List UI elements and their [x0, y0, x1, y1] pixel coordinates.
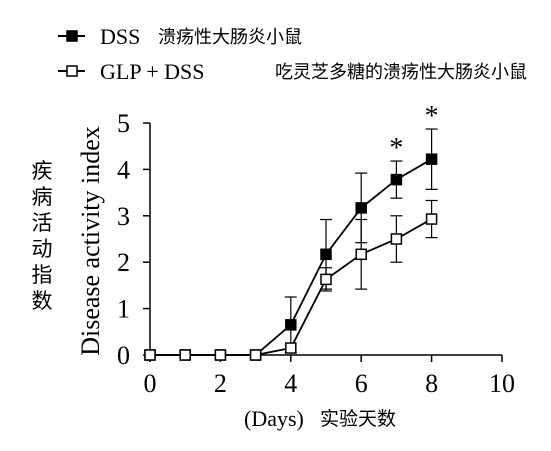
x-tick-label: 4: [284, 369, 297, 398]
y-tick-label: 5: [117, 109, 130, 138]
data-point: [285, 342, 297, 354]
y-tick-label: 0: [117, 341, 130, 370]
data-point: [144, 349, 156, 361]
series-glp-dss: [144, 199, 438, 361]
data-point: [320, 248, 332, 261]
legend-label-dss-cjk: 溃疡性大肠炎小鼠: [158, 27, 302, 48]
legend-label-glp-dss-cjk: 吃灵芝多糖的溃疡性大肠炎小鼠: [275, 62, 527, 83]
data-point: [355, 202, 367, 214]
legend-item-dss: DSS 溃疡性大肠炎小鼠: [58, 24, 302, 49]
data-point: [425, 213, 438, 225]
y-ticks: 0 1 2 3 4 5: [117, 109, 150, 370]
annotation-layer: **: [389, 101, 438, 164]
x-tick-label: 8: [425, 369, 438, 398]
data-point: [390, 233, 403, 245]
y-axis-label-cjk-char: 活: [32, 211, 53, 235]
x-axis-label-latin: (Days): [244, 406, 304, 431]
y-axis-label-cjk-char: 数: [32, 289, 53, 313]
x-tick-label: 10: [489, 369, 515, 398]
legend-marker-filled-square: [66, 30, 78, 42]
significance-asterisk: *: [389, 133, 403, 164]
data-point: [355, 248, 367, 261]
data-point: [249, 349, 262, 361]
legend-label-glp-dss-latin: GLP + DSS: [100, 59, 205, 84]
x-axis-label-cjk: 实验天数: [320, 408, 396, 430]
data-point: [425, 153, 438, 165]
x-tick-label: 6: [355, 369, 368, 398]
legend-marker-open-square: [66, 65, 78, 77]
y-tick-label: 2: [117, 248, 130, 277]
data-point: [320, 273, 332, 286]
data-point: [390, 173, 403, 186]
legend: DSS 溃疡性大肠炎小鼠 GLP + DSS 吃灵芝多糖的溃疡性大肠炎小鼠: [58, 24, 527, 84]
y-tick-label: 4: [117, 155, 130, 184]
y-axis-label-cjk-char: 病: [32, 185, 53, 209]
axes: 0 2 4 6 8 10 0 1 2 3 4 5: [117, 109, 515, 398]
y-axis-label-cjk-char: 疾: [32, 159, 53, 183]
y-axis-label-cjk-char: 动: [32, 237, 53, 261]
legend-label-dss-latin: DSS: [100, 24, 140, 49]
data-point: [285, 319, 297, 331]
x-tick-label: 2: [214, 369, 227, 398]
data-point: [179, 349, 191, 361]
y-axis-label-cjk-char: 指: [32, 263, 53, 287]
series-layer: [144, 128, 438, 361]
y-tick-label: 1: [117, 295, 130, 324]
data-point: [214, 349, 227, 361]
x-tick-label: 0: [144, 369, 157, 398]
y-tick-label: 3: [117, 202, 130, 231]
significance-asterisk: *: [425, 101, 439, 132]
x-ticks: 0 2 4 6 8 10: [144, 355, 515, 398]
legend-item-glp-dss: GLP + DSS 吃灵芝多糖的溃疡性大肠炎小鼠: [58, 59, 527, 84]
y-axis-label-latin: Disease activity index: [76, 126, 105, 356]
